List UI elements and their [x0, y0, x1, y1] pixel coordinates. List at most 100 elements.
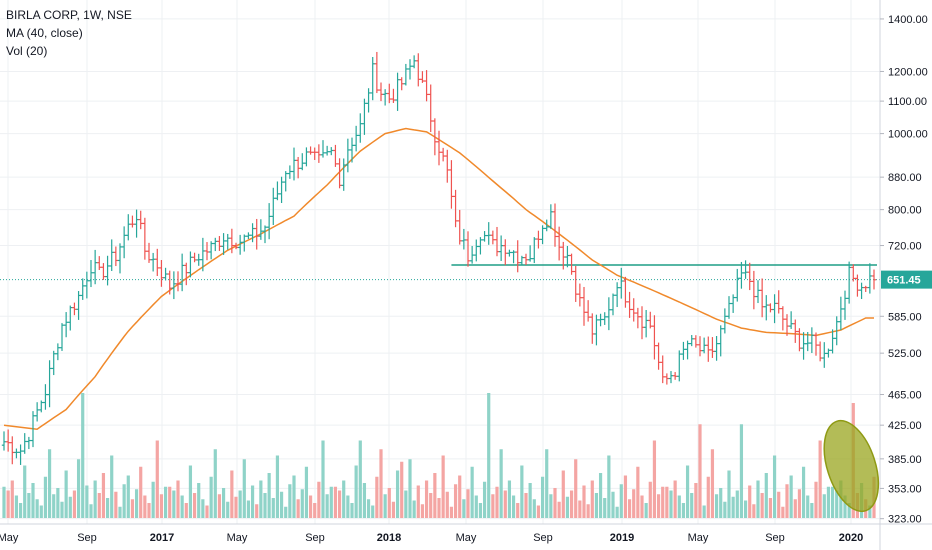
- price-tick-label: 425.00: [888, 420, 922, 432]
- volume-bar: [213, 449, 217, 518]
- volume-bar: [10, 480, 14, 518]
- volume-bar: [723, 501, 727, 518]
- volume-bar: [43, 476, 48, 518]
- volume-bar: [259, 480, 263, 518]
- volume-bar: [830, 486, 835, 518]
- volume-bar: [752, 504, 756, 518]
- volume-bar: [706, 476, 710, 518]
- price-tick-label: 353.00: [888, 483, 922, 495]
- volume-bar: [201, 499, 205, 518]
- volume-bar: [801, 466, 806, 518]
- volume-bar: [122, 484, 126, 518]
- price-tick-label: 880.00: [888, 172, 922, 184]
- volume-bar: [462, 499, 466, 518]
- volume-bar: [147, 503, 151, 518]
- volume-bar: [743, 500, 748, 518]
- volume-bar: [623, 475, 628, 518]
- vol-legend: Vol (20): [6, 44, 48, 58]
- price-tick-label: 1000.00: [888, 129, 928, 141]
- volume-bar: [677, 495, 681, 518]
- time-tick-label: 2019: [610, 532, 634, 544]
- volume-bar: [661, 486, 665, 518]
- volume-bar: [536, 505, 541, 518]
- volume-bar: [578, 500, 582, 518]
- volume-bar: [242, 459, 246, 518]
- volume-bar: [818, 440, 822, 518]
- volume-bar: [221, 488, 226, 518]
- last-price-badge: [881, 270, 932, 289]
- volume-bar: [619, 484, 623, 518]
- volume-bar: [826, 486, 831, 518]
- volume-bar: [611, 491, 615, 518]
- volume-bar: [180, 495, 184, 518]
- volume-bar: [499, 449, 503, 518]
- volume-bar: [627, 499, 632, 518]
- volume-bar: [607, 455, 611, 518]
- volume-bar: [528, 483, 532, 518]
- volume-bar: [685, 465, 690, 518]
- volume-bar: [209, 476, 213, 518]
- volume-bar: [764, 473, 768, 518]
- symbol-title: BIRLA CORP, 1W, NSE: [6, 8, 132, 22]
- volume-bar: [60, 501, 64, 518]
- volume-bar: [238, 490, 242, 518]
- volume-bar: [735, 490, 739, 518]
- volume-bar: [582, 485, 586, 518]
- time-tick-label: 2017: [150, 532, 174, 544]
- volume-bar: [139, 466, 143, 518]
- volume-bar: [710, 449, 715, 518]
- volume-bar: [85, 485, 89, 518]
- volume-bar: [366, 499, 371, 518]
- volume-bar: [279, 491, 284, 518]
- volume-bar: [437, 498, 441, 518]
- volume-bar: [727, 470, 731, 518]
- volume-bar: [868, 505, 872, 518]
- volume-bar: [445, 491, 449, 518]
- volume-bar: [615, 506, 619, 518]
- volume-bar: [644, 503, 648, 518]
- volume-bar: [835, 490, 839, 518]
- volume-bar: [424, 480, 429, 518]
- volume-bar: [126, 475, 130, 518]
- volume-bar: [400, 461, 404, 518]
- volume-bar: [56, 488, 60, 518]
- time-tick-label: May: [0, 532, 19, 544]
- volume-bar: [569, 490, 574, 518]
- volume-bar: [474, 495, 478, 518]
- volume-bar: [681, 503, 686, 518]
- volume-bar: [93, 480, 97, 518]
- volume-bar: [565, 496, 570, 518]
- volume-bar: [797, 489, 802, 518]
- volume-bar: [760, 493, 764, 518]
- volume-bar: [31, 483, 35, 518]
- volume-bar: [329, 486, 333, 518]
- volume-bar: [739, 424, 744, 518]
- volume-bar: [317, 481, 321, 518]
- volume-bar: [781, 506, 785, 518]
- time-tick-label: 2020: [839, 532, 863, 544]
- volume-bar: [14, 495, 19, 518]
- volume-bar: [267, 473, 271, 518]
- time-tick-label: Sep: [77, 532, 97, 544]
- volume-bar: [362, 483, 367, 518]
- volume-bar: [234, 496, 238, 518]
- volume-bar: [768, 498, 773, 518]
- volume-bar: [590, 480, 594, 518]
- last-price-label: 651.45: [887, 275, 921, 287]
- volume-bar: [337, 490, 342, 518]
- volume-bar: [453, 484, 458, 518]
- volume-bar: [545, 449, 549, 518]
- volume-bar: [2, 486, 6, 518]
- volume-bar: [105, 498, 110, 518]
- volume-bar: [433, 473, 437, 518]
- price-tick-label: 1400.00: [888, 14, 928, 26]
- volume-bar: [118, 506, 122, 518]
- volume-bar: [6, 490, 10, 518]
- time-tick-label: Sep: [305, 532, 325, 544]
- volume-bar: [598, 473, 603, 518]
- volume-bar: [698, 424, 702, 518]
- volume-bar: [495, 486, 499, 518]
- volume-bar: [387, 488, 391, 518]
- volume-bar: [507, 480, 512, 518]
- volume-bar: [271, 498, 275, 518]
